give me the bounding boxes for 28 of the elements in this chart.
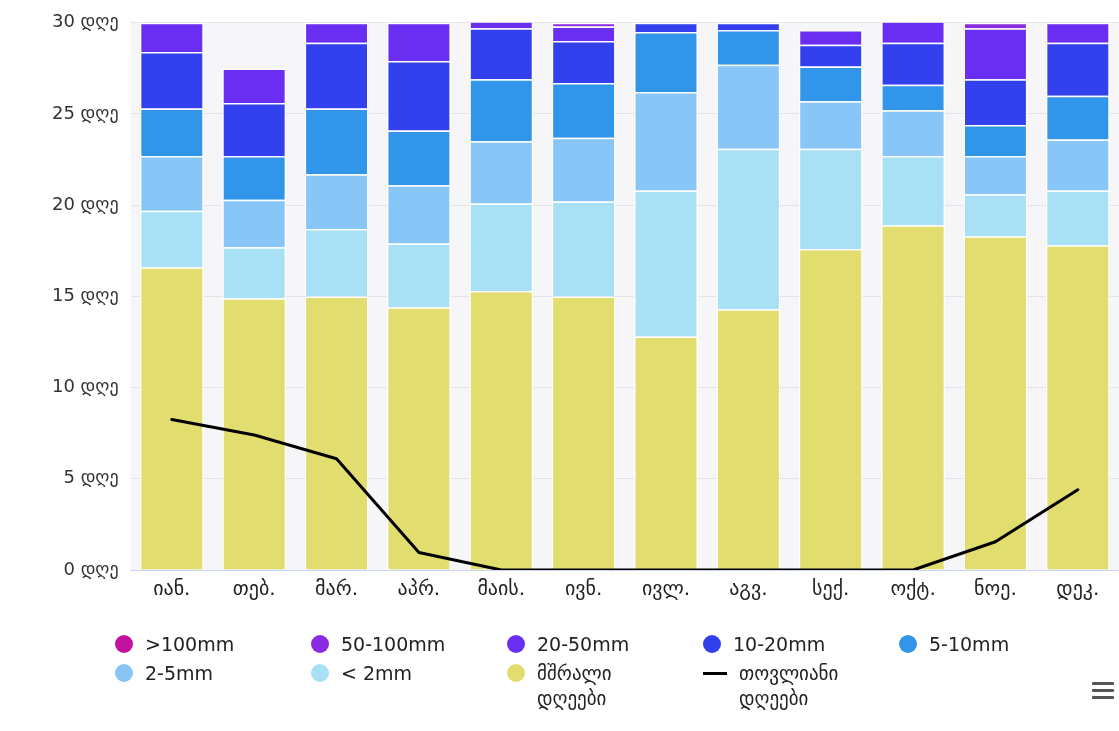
y-tick-label: 10 დღე <box>52 375 119 397</box>
legend-label: 2-5mm <box>145 661 215 686</box>
legend-label: 50-100mm <box>341 632 447 657</box>
legend-label: >100mm <box>145 632 236 657</box>
x-tick-label: დეკ. <box>1056 576 1100 601</box>
legend-label: მშრალი დღეები <box>537 661 613 711</box>
x-tick-label: აგვ. <box>729 576 768 601</box>
y-tick-label: 20 დღე <box>52 192 119 214</box>
x-tick-label: იან. <box>153 576 191 601</box>
legend-label: 10-20mm <box>733 632 827 657</box>
x-tick-label: თებ. <box>232 576 276 601</box>
x-tick-label: სექ. <box>812 576 850 601</box>
x-tick-label: ივნ. <box>564 576 603 601</box>
legend-label: 5-10mm <box>929 632 1011 657</box>
legend-label: 20-50mm <box>537 632 631 657</box>
x-tick-label: ოქტ. <box>890 576 936 601</box>
y-tick-label: 5 დღე <box>63 466 119 488</box>
x-tick-label: მარ. <box>315 576 358 601</box>
y-tick-label: 30 დღე <box>52 10 119 32</box>
y-tick-label: 0 დღე <box>63 557 119 579</box>
x-tick-label: აპრ. <box>397 576 441 601</box>
legend-label: თოვლიანი დღეები <box>739 661 840 711</box>
legend-label: < 2mm <box>341 661 414 686</box>
x-tick-label: მაის. <box>477 576 526 601</box>
x-tick-label: ნოე. <box>974 576 1017 601</box>
y-tick-label: 25 დღე <box>52 101 119 123</box>
y-tick-label: 15 დღე <box>52 284 119 306</box>
x-tick-label: ივლ. <box>641 576 691 601</box>
